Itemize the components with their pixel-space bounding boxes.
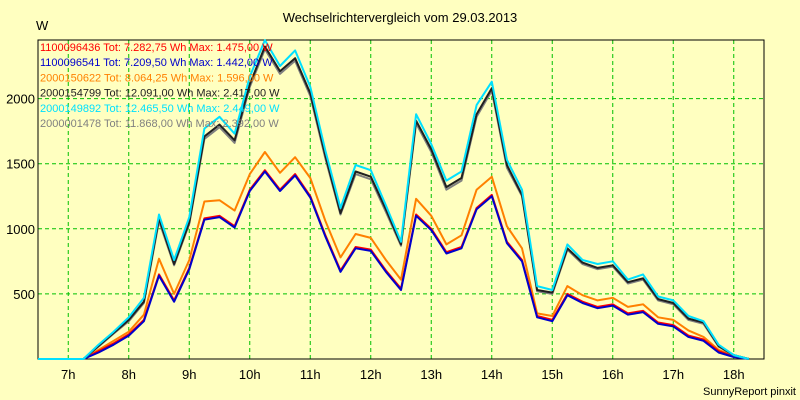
legend-entry-1: 1100096541 Tot: 7.209,50 Wh Max: 1.442,0… (40, 57, 273, 69)
x-tick-label: 8h (122, 367, 136, 382)
x-axis-ticks: 7h 8h 9h 10h 11h 12h 13h 14h 15h 16h 17h 18h (61, 367, 745, 382)
y-axis-ticks: 500 1000 1500 2000 (6, 92, 35, 302)
legend-entry-2: 2000150622 Tot: 8.064,25 Wh Max: 1.596,0… (40, 72, 274, 84)
x-tick-label: 18h (723, 367, 745, 382)
plot-frame (37, 39, 765, 360)
legend: 1100096436 Tot: 7.282,75 Wh Max: 1.475,0… (40, 42, 280, 130)
x-tick-label: 17h (662, 367, 684, 382)
x-tick-label: 11h (300, 367, 321, 382)
series-line-4 (38, 39, 750, 360)
legend-entry-0: 1100096436 Tot: 7.282,75 Wh Max: 1.475,0… (40, 42, 273, 54)
series-line-0 (38, 169, 750, 360)
y-tick-label: 1000 (6, 222, 35, 237)
legend-entry-5: 2000001478 Tot: 11.868,00 Wh Max: 2.392,… (40, 118, 279, 130)
legend-entry-4: 2000149892 Tot: 12.465,50 Wh Max: 2.449,… (40, 103, 280, 115)
series-lines (38, 39, 750, 360)
y-axis-label: W (36, 18, 49, 33)
series-line-2 (38, 151, 750, 360)
y-tick-label: 1500 (6, 157, 35, 172)
grid-lines (38, 40, 764, 359)
y-tick-label: 500 (13, 287, 35, 302)
x-tick-label: 14h (481, 367, 503, 382)
footer-credit: SunnyReport pinxit (703, 386, 796, 398)
legend-entry-3: 2000154799 Tot: 12.091,00 Wh Max: 2.417,… (40, 88, 280, 100)
x-tick-label: 9h (182, 367, 196, 382)
x-tick-label: 12h (360, 367, 382, 382)
x-tick-label: 7h (61, 367, 75, 382)
x-tick-label: 10h (239, 367, 261, 382)
series-line-1 (38, 170, 750, 360)
chart-title: Wechselrichtervergleich vom 29.03.2013 (283, 10, 518, 25)
x-tick-label: 13h (420, 367, 442, 382)
x-tick-label: 15h (541, 367, 563, 382)
y-tick-label: 2000 (6, 92, 35, 107)
x-tick-label: 16h (602, 367, 624, 382)
